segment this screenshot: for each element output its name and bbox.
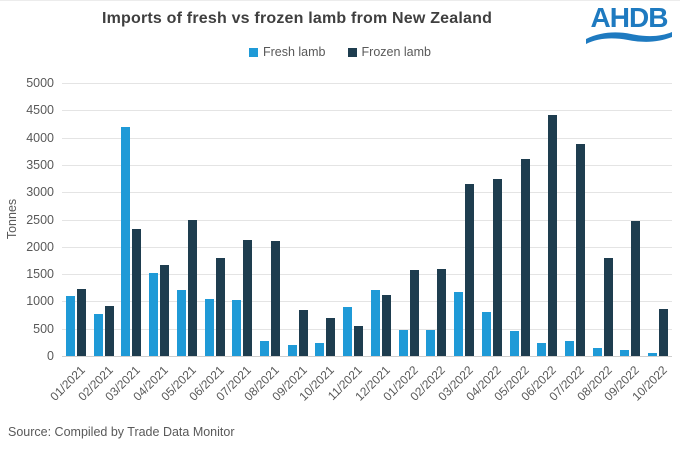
bar-frozen-05/2021 bbox=[187, 220, 197, 356]
bar-fresh-10/2021 bbox=[315, 342, 325, 356]
y-tick-label: 2500 bbox=[26, 212, 54, 227]
legend-item-fresh-lamb: Fresh lamb bbox=[248, 45, 326, 59]
gridline bbox=[62, 328, 672, 330]
bar-frozen-05/2022 bbox=[520, 159, 530, 356]
y-tick-label: 500 bbox=[33, 321, 54, 336]
bar-frozen-08/2021 bbox=[270, 241, 280, 356]
gridline bbox=[62, 274, 672, 276]
bar-fresh-06/2022 bbox=[537, 342, 547, 356]
source-note: Source: Compiled by Trade Data Monitor bbox=[8, 425, 235, 439]
y-tick-label: 4500 bbox=[26, 103, 54, 118]
y-tick-label: 4000 bbox=[26, 130, 54, 145]
x-axis-line bbox=[62, 356, 672, 357]
chart-title: Imports of fresh vs frozen lamb from New… bbox=[101, 10, 493, 27]
ahdb-logo-wave-icon bbox=[586, 32, 672, 44]
bar-fresh-05/2022 bbox=[509, 330, 519, 356]
bar-frozen-07/2021 bbox=[243, 239, 253, 356]
bar-fresh-03/2021 bbox=[121, 126, 131, 356]
gridline bbox=[62, 219, 672, 221]
bar-fresh-02/2022 bbox=[426, 329, 436, 356]
bar-fresh-11/2021 bbox=[343, 306, 353, 356]
gridline bbox=[62, 137, 672, 139]
bar-fresh-12/2021 bbox=[370, 290, 380, 356]
bar-frozen-08/2022 bbox=[603, 257, 613, 356]
y-tick-label: 2000 bbox=[26, 239, 54, 254]
bar-fresh-10/2022 bbox=[648, 353, 658, 356]
gridline bbox=[62, 246, 672, 248]
gridline bbox=[62, 301, 672, 303]
bar-fresh-07/2022 bbox=[564, 340, 574, 356]
gridline bbox=[62, 192, 672, 194]
y-axis-title: Tonnes bbox=[5, 198, 20, 239]
bar-fresh-05/2021 bbox=[176, 290, 186, 356]
bar-fresh-02/2021 bbox=[93, 313, 103, 356]
bar-frozen-03/2021 bbox=[132, 229, 142, 356]
bar-fresh-04/2021 bbox=[149, 273, 159, 356]
gridline bbox=[62, 164, 672, 166]
y-tick-label: 5000 bbox=[26, 76, 54, 90]
gridline bbox=[62, 110, 672, 112]
legend-swatch-icon bbox=[347, 47, 357, 57]
bar-frozen-12/2021 bbox=[381, 295, 391, 356]
legend-swatch-icon bbox=[248, 47, 258, 57]
bar-frozen-11/2021 bbox=[354, 325, 364, 356]
y-tick-label: 3500 bbox=[26, 157, 54, 172]
bar-frozen-04/2021 bbox=[160, 264, 170, 356]
bar-frozen-03/2022 bbox=[465, 184, 475, 356]
bar-fresh-03/2022 bbox=[454, 291, 464, 356]
legend-label: Fresh lamb bbox=[262, 45, 326, 59]
bar-frozen-01/2021 bbox=[76, 288, 86, 356]
bar-frozen-07/2022 bbox=[575, 143, 585, 356]
bar-fresh-06/2021 bbox=[204, 299, 214, 356]
bar-fresh-09/2022 bbox=[620, 349, 630, 356]
bar-frozen-02/2021 bbox=[104, 305, 114, 356]
bar-frozen-06/2022 bbox=[548, 115, 558, 356]
bar-fresh-01/2022 bbox=[398, 329, 408, 356]
gridline bbox=[62, 83, 672, 84]
y-tick-label: 1500 bbox=[26, 267, 54, 282]
legend-label: Frozen lamb bbox=[361, 45, 431, 59]
y-tick-label: 1000 bbox=[26, 294, 54, 309]
bar-fresh-09/2021 bbox=[287, 345, 297, 356]
legend-item-frozen-lamb: Frozen lamb bbox=[347, 45, 431, 59]
bar-frozen-10/2021 bbox=[326, 318, 336, 356]
legend: Fresh lamb Frozen lamb bbox=[0, 45, 680, 59]
bar-fresh-08/2021 bbox=[259, 341, 269, 356]
bar-fresh-01/2021 bbox=[65, 295, 75, 356]
bar-frozen-10/2022 bbox=[659, 309, 669, 356]
y-tick-label: 3000 bbox=[26, 185, 54, 200]
bar-frozen-04/2022 bbox=[492, 179, 502, 356]
ahdb-logo: AHDB bbox=[586, 4, 672, 45]
bar-fresh-04/2022 bbox=[481, 312, 491, 356]
ahdb-logo-text: AHDB bbox=[590, 2, 669, 33]
bar-fresh-07/2021 bbox=[232, 299, 242, 356]
y-tick-label: 0 bbox=[47, 349, 54, 363]
bar-frozen-09/2021 bbox=[298, 309, 308, 356]
bar-frozen-01/2022 bbox=[409, 270, 419, 356]
bar-fresh-08/2022 bbox=[592, 348, 602, 356]
bar-frozen-09/2022 bbox=[631, 220, 641, 356]
bar-frozen-06/2021 bbox=[215, 257, 225, 356]
bar-frozen-02/2022 bbox=[437, 269, 447, 356]
